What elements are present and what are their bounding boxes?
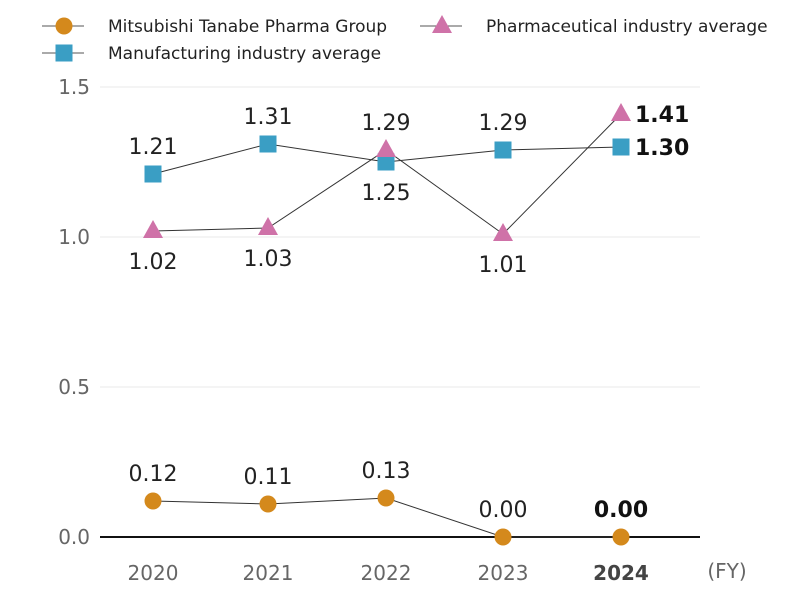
data-point [144,165,162,183]
data-point [259,495,277,513]
data-label: 1.31 [244,105,293,130]
data-point [377,489,395,507]
data-label: 0.00 [479,498,528,523]
data-label: 0.13 [362,459,411,484]
x-tick-label: 2020 [128,561,179,585]
x-tick-label: 2021 [243,561,294,585]
legend-marker [55,44,73,62]
legend-label: Manufacturing industry average [108,44,381,64]
data-point [376,139,396,157]
legend-marker [55,17,73,35]
legend-label: Pharmaceutical industry average [486,17,768,37]
data-point [377,153,395,171]
data-point [258,217,278,235]
data-point [494,528,512,546]
x-tick-label: 2024 [593,561,649,585]
data-point [143,220,163,238]
data-point [493,223,513,241]
data-label: 1.02 [129,250,178,275]
data-label: 1.29 [362,111,411,136]
data-label: 0.00 [594,498,648,523]
data-point [144,492,162,510]
legend-marker [432,15,452,33]
x-tick-label: 2022 [361,561,412,585]
y-tick-label: 0.0 [58,525,90,549]
data-label: 1.01 [479,253,528,278]
data-point [611,103,631,121]
data-point [494,141,512,159]
data-label: 1.29 [479,111,528,136]
y-tick-label: 1.5 [58,75,90,99]
data-label: 1.03 [244,247,293,272]
x-axis-unit: (FY) [707,559,746,583]
y-tick-label: 1.0 [58,225,90,249]
x-tick-label: 2023 [478,561,529,585]
data-point [612,528,630,546]
y-tick-label: 0.5 [58,375,90,399]
data-label: 1.21 [129,135,178,160]
data-point [259,135,277,153]
data-label: 1.30 [635,136,689,161]
data-point [612,138,630,156]
data-label: 0.12 [129,462,178,487]
legend-label: Mitsubishi Tanabe Pharma Group [108,17,387,37]
data-label: 1.41 [635,103,689,128]
data-label: 1.25 [362,181,411,206]
data-label: 0.11 [244,465,293,490]
